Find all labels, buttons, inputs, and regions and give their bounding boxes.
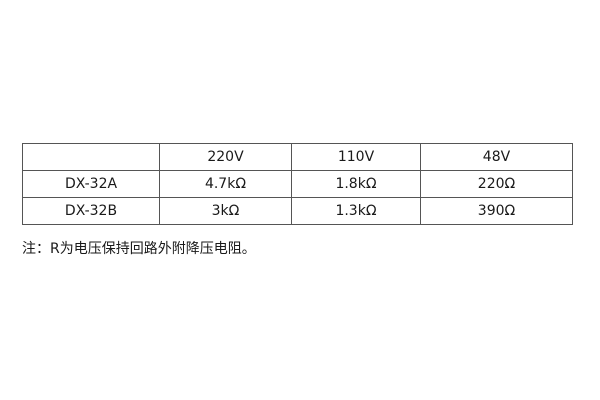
table-row: DX-32B 3kΩ 1.3kΩ 390Ω (22, 197, 573, 225)
table-cell: 1.3kΩ (291, 197, 421, 225)
header-cell: 220V (159, 143, 292, 171)
table-header-row: 220V 110V 48V (22, 143, 573, 171)
header-cell: 48V (420, 143, 573, 171)
footnote: 注：R为电压保持回路外附降压电阻。 (22, 241, 256, 257)
table-cell: 3kΩ (159, 197, 292, 225)
resistance-table: 220V 110V 48V DX-32A 4.7kΩ 1.8kΩ 220Ω DX… (22, 143, 573, 225)
table-row: DX-32A 4.7kΩ 1.8kΩ 220Ω (22, 170, 573, 198)
header-cell: 110V (291, 143, 421, 171)
table-cell: 220Ω (420, 170, 573, 198)
table-cell: 4.7kΩ (159, 170, 292, 198)
table-cell: 1.8kΩ (291, 170, 421, 198)
header-cell (22, 143, 160, 171)
row-label: DX-32B (22, 197, 160, 225)
row-label: DX-32A (22, 170, 160, 198)
table-cell: 390Ω (420, 197, 573, 225)
